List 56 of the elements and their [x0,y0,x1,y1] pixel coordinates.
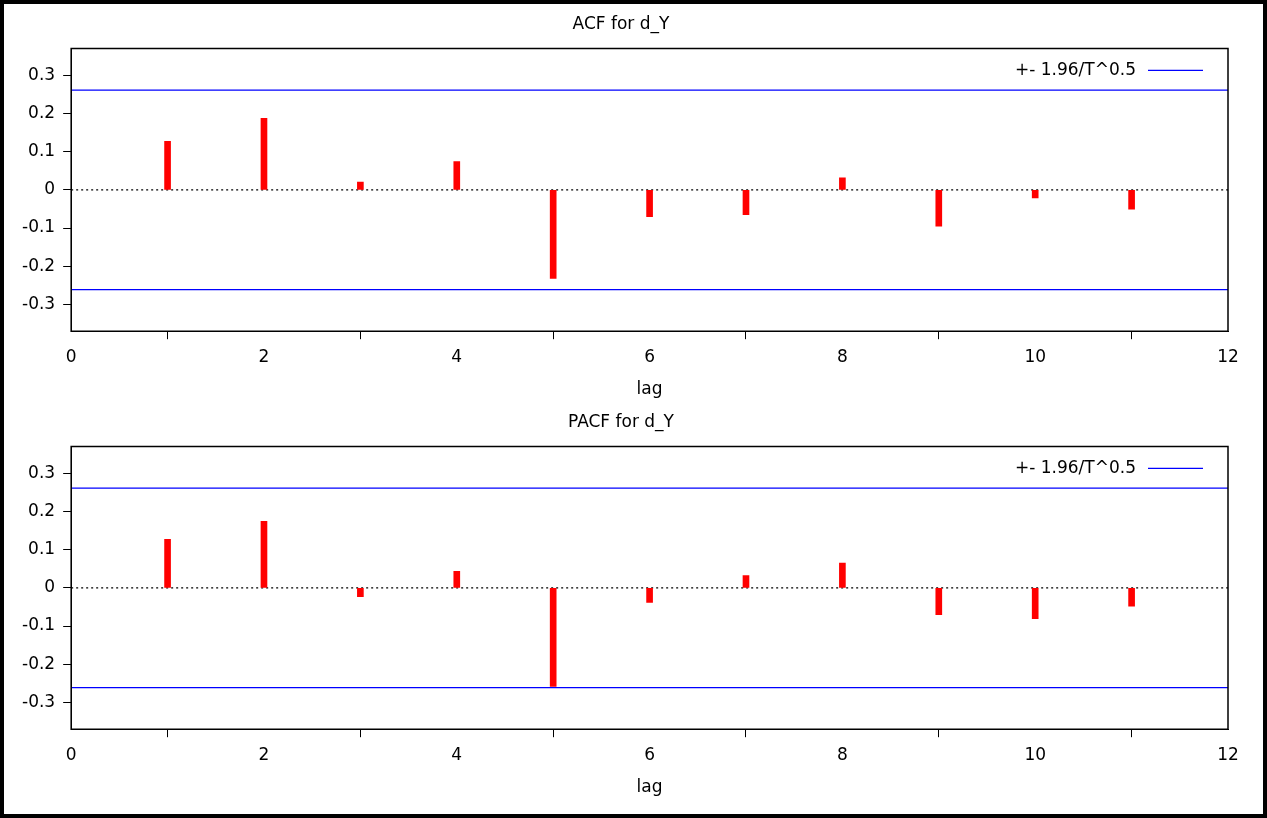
y-tick-label: -0.3 [22,292,56,313]
x-tick-label: 12 [1217,743,1239,764]
y-tick-label: 0.3 [28,63,56,84]
y-tick-label: 0.2 [28,499,56,520]
x-tick-label: 6 [644,345,655,366]
x-tick-label: 0 [65,345,77,366]
bar [935,587,943,615]
bar [1031,189,1039,199]
y-tick-label: -0.3 [22,690,56,711]
bar [1128,189,1135,210]
bar [549,587,557,687]
bar [260,520,268,588]
bar [935,189,943,227]
bar [646,587,653,603]
x-tick-label: 10 [1024,345,1047,366]
x-tick-label: 10 [1024,743,1047,764]
bar [742,189,750,215]
bar [357,587,364,597]
bar [1128,587,1135,607]
bar [839,177,846,190]
y-tick-label: 0.1 [28,538,56,559]
y-tick-label: 0.2 [28,101,56,122]
legend-label: +- 1.96/T^0.5 [1014,58,1136,79]
bar [453,161,461,190]
x-axis-title: lag [636,378,663,399]
y-tick-label: 0.3 [28,461,56,482]
legend-label: +- 1.96/T^0.5 [1014,456,1136,477]
x-tick-label: 6 [644,743,655,764]
bar [839,562,846,588]
y-tick-label: -0.2 [22,254,56,275]
bar [164,538,171,588]
bar [742,575,750,588]
y-tick-label: 0 [44,576,56,597]
x-tick-label: 2 [258,743,270,764]
y-tick-label: -0.2 [22,652,56,673]
x-tick-label: 8 [836,345,848,366]
x-tick-label: 0 [65,743,77,764]
y-tick-label: 0 [44,178,56,199]
x-tick-label: 12 [1217,345,1239,366]
chart-title: ACF for d_Y [572,12,671,34]
bar [260,118,268,190]
bar [453,571,461,588]
bar [357,181,364,190]
bar [164,140,171,190]
x-axis-title: lag [636,776,663,797]
x-tick-label: 4 [451,345,463,366]
x-tick-label: 4 [451,743,463,764]
bar [549,189,557,279]
y-tick-label: 0.1 [28,140,56,161]
bar [1031,587,1039,620]
chart-title: PACF for d_Y [567,410,675,432]
y-tick-label: -0.1 [22,614,56,635]
x-tick-label: 8 [836,743,848,764]
bar [646,189,653,217]
y-tick-label: -0.1 [22,216,56,237]
x-tick-label: 2 [258,345,270,366]
